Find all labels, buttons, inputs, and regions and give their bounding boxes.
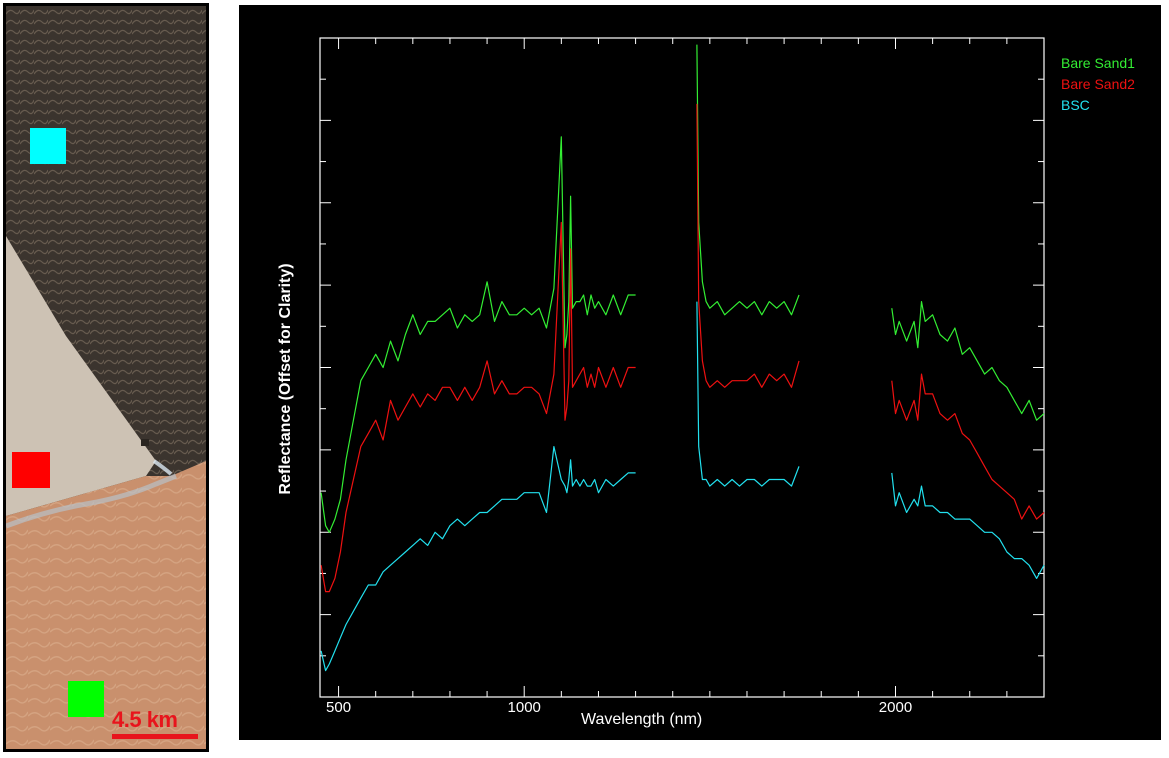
scale-bar-label: 4.5 km <box>112 707 178 732</box>
y-axis-label: Reflectance (Offset for Clarity) <box>277 263 294 495</box>
series-line-bsc-segment-2 <box>696 301 800 487</box>
series-line-bsc-segment-3 <box>891 472 1045 580</box>
series-line-bsc-segment-1 <box>320 446 636 672</box>
scale-bar <box>112 734 198 739</box>
legend-entry: Bare Sand1 <box>1061 55 1135 71</box>
chart-canvas <box>319 37 1045 698</box>
bsc-sample-marker <box>30 128 66 164</box>
series-line-bare-sand1-segment-2 <box>696 44 800 316</box>
satellite-image-panel: 4.5 km <box>3 3 209 752</box>
legend-entry: Bare Sand2 <box>1061 76 1135 92</box>
legend-entry: BSC <box>1061 97 1090 113</box>
spectra-chart: Reflectance (Offset for Clarity) Wavelen… <box>239 5 1161 740</box>
series-line-bare-sand1-segment-3 <box>891 301 1045 421</box>
x-axis-label: Wavelength (nm) <box>581 711 703 728</box>
series-line-bare-sand2-segment-1 <box>320 221 636 593</box>
divider <box>563 740 753 742</box>
bare-sand2-sample-marker <box>12 452 50 488</box>
series-line-bare-sand2-segment-3 <box>891 373 1045 520</box>
plot-frame <box>319 37 1045 698</box>
series-line-bare-sand2-segment-2 <box>696 103 800 388</box>
series-line-bare-sand1-segment-1 <box>320 136 636 533</box>
x-tick-label: 500 <box>326 699 352 716</box>
legend: Bare Sand1 Bare Sand2 BSC <box>1061 53 1135 116</box>
x-tick-label: 1000 <box>507 699 541 716</box>
bare-sand1-sample-marker <box>68 681 104 717</box>
x-tick-label: 2000 <box>878 699 913 716</box>
satellite-image <box>6 6 206 749</box>
